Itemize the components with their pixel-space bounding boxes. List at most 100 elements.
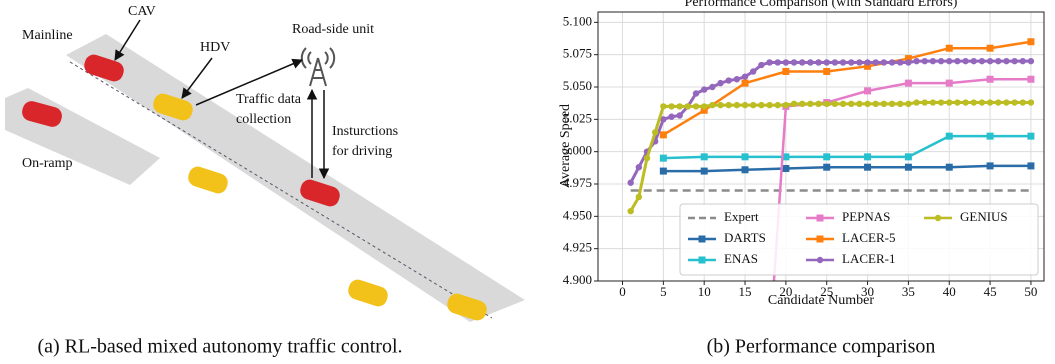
marker	[684, 103, 692, 110]
label: HDV	[200, 40, 230, 55]
arrow	[195, 58, 303, 106]
hdv-car	[348, 279, 388, 307]
marker	[934, 214, 942, 222]
arrow	[114, 19, 141, 61]
marker	[1011, 99, 1018, 106]
cars	[22, 54, 487, 321]
hdv-car	[188, 166, 228, 194]
marker	[660, 116, 667, 123]
marker	[758, 101, 765, 109]
marker	[970, 57, 977, 65]
marker	[880, 59, 888, 66]
marker	[823, 153, 831, 161]
marker	[766, 59, 773, 66]
marker	[660, 103, 667, 110]
marker	[823, 59, 830, 66]
legend: Expert DARTS ENAS PEPNAS LACER-5 LACER-1 GENIU…	[679, 203, 1039, 276]
marker	[627, 207, 634, 215]
series-line	[663, 134, 1031, 160]
rsu-icon	[300, 47, 336, 87]
marker	[897, 100, 904, 108]
label: Road-side unit	[292, 22, 374, 37]
marker	[848, 100, 855, 108]
label: Insturctions	[332, 124, 398, 139]
caption: (b) Performance comparison	[707, 336, 936, 358]
marker	[782, 153, 790, 161]
marker	[946, 99, 953, 106]
marker	[741, 73, 749, 80]
marker	[1027, 38, 1035, 46]
series	[659, 38, 1035, 139]
marker	[816, 214, 824, 222]
legend-label: GENIUS	[960, 209, 1008, 224]
x-tick-label: 10	[698, 284, 711, 299]
series-line	[662, 40, 1032, 136]
marker	[929, 57, 937, 65]
marker	[709, 101, 716, 109]
series	[659, 132, 1035, 162]
series-line	[629, 59, 1031, 184]
marker	[1027, 162, 1035, 170]
marker	[676, 112, 683, 119]
marker	[668, 103, 675, 110]
x-tick-label: 40	[943, 284, 956, 299]
marker	[733, 76, 741, 83]
marker	[986, 132, 994, 140]
marker	[698, 235, 706, 243]
caption: (a) RL-based mixed autonomy traffic cont…	[37, 336, 402, 358]
cav-car	[22, 101, 62, 127]
marker	[904, 55, 912, 63]
marker	[954, 57, 961, 65]
label: Traffic data	[236, 92, 302, 107]
marker	[815, 100, 822, 108]
marker	[774, 101, 781, 109]
legend-label: DARTS	[724, 230, 766, 245]
series-line	[663, 164, 1031, 173]
marker	[700, 153, 708, 161]
marker	[659, 167, 667, 175]
lane-divider	[69, 61, 493, 319]
marker	[1027, 75, 1035, 83]
marker	[904, 163, 912, 171]
marker	[790, 100, 798, 108]
series	[627, 99, 1035, 215]
marker	[1003, 99, 1010, 106]
marker	[888, 59, 896, 66]
marker	[741, 153, 749, 161]
marker	[945, 132, 953, 140]
hdv-car	[153, 93, 193, 121]
marker	[1019, 99, 1026, 106]
marker	[700, 86, 708, 93]
marker	[807, 59, 814, 66]
y-tick-label: 4.975	[563, 175, 592, 190]
legend-label: LACER-5	[842, 230, 895, 245]
marker	[700, 106, 708, 114]
marker	[725, 77, 732, 84]
marker	[995, 99, 1002, 106]
marker	[815, 59, 822, 66]
marker	[816, 235, 824, 243]
marker	[1011, 57, 1018, 65]
marker	[766, 101, 773, 109]
marker	[986, 57, 994, 65]
marker	[717, 79, 724, 87]
marker	[904, 79, 912, 87]
marker	[864, 87, 872, 95]
marker	[970, 99, 977, 106]
legend-label: LACER-1	[842, 251, 895, 266]
marker	[937, 99, 945, 106]
marker	[962, 99, 969, 106]
marker	[782, 67, 790, 75]
marker	[741, 79, 749, 87]
marker	[905, 59, 912, 66]
marker	[872, 100, 879, 108]
y-axis-label: Average Speed	[558, 104, 573, 188]
legend-label: PEPNAS	[842, 209, 890, 224]
marker	[774, 59, 781, 66]
marker	[913, 57, 920, 65]
marker	[856, 59, 863, 66]
marker	[872, 59, 879, 66]
marker	[986, 44, 994, 52]
marker	[986, 99, 994, 106]
y-tick-label: 5.100	[563, 13, 592, 28]
